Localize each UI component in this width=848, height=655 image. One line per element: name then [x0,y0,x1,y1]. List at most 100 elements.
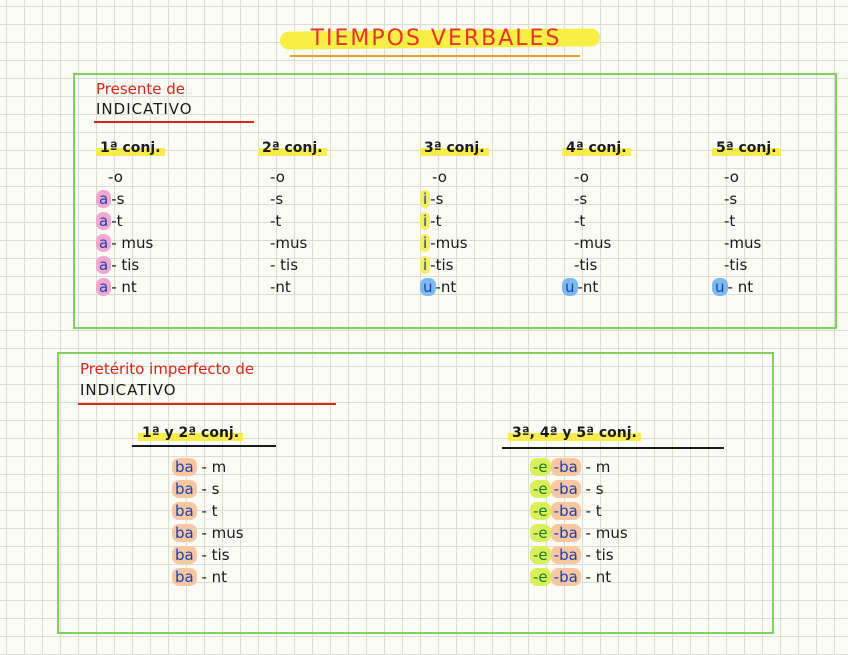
presente-ending: -t [724,212,735,230]
presente-ending: -o [574,168,589,186]
imperfecto-ending: ba - tis [172,546,230,564]
presente-col-header-text: 1ª conj. [96,140,165,156]
ending-text: -s [270,190,284,208]
ending-text: -o [574,168,589,186]
stem-vowel-marker: a [96,234,112,252]
stem-vowel-marker: u [712,278,728,296]
ba-suffix-marker: -ba [550,480,581,498]
imperfecto-col2-header: 3ª, 4ª y 5ª conj. [508,425,641,441]
presente-ending: -mus [724,234,761,252]
ending-text: -mus [270,234,308,252]
ending-text: -o [270,168,285,186]
ba-suffix-marker: -ba [550,546,581,564]
imperfecto-underline [78,403,336,405]
presente-ending: -mus [574,234,611,252]
ending-text: - m [196,458,227,476]
stem-vowel-marker: i [420,212,431,230]
ending-text: -mus [430,234,468,252]
presente-col-header-text: 3ª conj. [420,140,489,156]
imperfecto-ending: -e -ba - mus [530,524,628,542]
presente-underline [94,121,254,123]
thematic-vowel-marker: -e [530,480,551,498]
presente-ending: - tis [270,256,298,274]
ending-text: - tis [580,546,614,564]
thematic-vowel-marker: -e [530,458,551,476]
presente-ending: i -s [420,190,443,208]
thematic-vowel-marker: -e [530,568,551,586]
ending-text: - t [580,502,602,520]
presente-col-header: 5ª conj. [712,140,781,156]
stem-vowel-marker: u [562,278,578,296]
presente-col-header: 1ª conj. [96,140,165,156]
ending-text: -mus [724,234,762,252]
thematic-vowel-marker: -e [530,502,551,520]
presente-ending: -s [724,190,737,208]
stem-vowel-marker: a [96,256,112,274]
ending-text: -s [430,190,444,208]
presente-ending: -o [724,168,739,186]
ba-suffix-marker: ba [172,568,197,586]
ba-suffix-marker: -ba [550,502,581,520]
ending-text: - nt [196,568,228,586]
ending-text: -o [724,168,739,186]
ending-text: -o [432,168,447,186]
presente-ending: -t [270,212,281,230]
imperfecto-ending: ba - nt [172,568,227,586]
stem-vowel-marker: a [96,190,112,208]
presente-ending: u- nt [712,278,753,296]
stem-vowel-marker: a [96,212,112,230]
ba-suffix-marker: ba [172,524,197,542]
presente-col-header: 2ª conj. [258,140,327,156]
ending-text: - t [196,502,218,520]
presente-ending: a- tis [96,256,139,274]
presente-subtitle: INDICATIVO [96,100,193,118]
ba-suffix-marker: ba [172,502,197,520]
imperfecto-subtitle: INDICATIVO [80,381,177,399]
ending-text: -tis [430,256,454,274]
ending-text: -o [108,168,123,186]
ending-text: - nt [111,278,137,296]
ending-text: -mus [574,234,612,252]
imperfecto-ending: -e -ba - m [530,458,610,476]
stem-vowel-marker: u [420,278,436,296]
ending-text: - nt [580,568,612,586]
stem-vowel-marker: a [96,278,112,296]
ending-text: -t [724,212,736,230]
imperfecto-ending: ba - mus [172,524,244,542]
imperfecto-ending: -e -ba - t [530,502,602,520]
presente-ending: a -s [96,190,124,208]
presente-ending: u -nt [420,278,456,296]
presente-ending: -tis [724,256,747,274]
presente-col-header-text: 4ª conj. [562,140,631,156]
ending-text: -nt [577,278,599,296]
ending-text: -t [430,212,442,230]
page-title: TIEMPOS VERBALES [310,26,562,51]
ending-text: - s [196,480,220,498]
ba-suffix-marker: -ba [550,458,581,476]
presente-ending: -tis [574,256,597,274]
ending-text: -tis [724,256,748,274]
ba-suffix-marker: -ba [550,524,581,542]
ending-text: - tis [196,546,230,564]
ending-text: -nt [270,278,291,296]
imperfecto-ending: -e -ba - s [530,480,604,498]
ending-text: - mus [196,524,244,542]
presente-title: Presente de [96,80,186,98]
presente-col-header: 4ª conj. [562,140,631,156]
ending-text: - mus [111,234,154,252]
presente-ending: -o [432,168,447,186]
ending-text: - tis [111,256,140,274]
thematic-vowel-marker: -e [530,524,551,542]
ending-text: -t [574,212,586,230]
imperfecto-title: Pretérito imperfecto de [80,360,255,378]
imperfecto-ending: -e -ba - tis [530,546,614,564]
ending-text: - m [580,458,611,476]
presente-ending: a -t [96,212,123,230]
ending-text: -t [111,212,123,230]
ba-suffix-marker: ba [172,546,197,564]
ending-text: -s [574,190,588,208]
presente-ending: -o [108,168,123,186]
imperfecto-ending: ba - s [172,480,219,498]
imperfecto-col2-line [502,447,724,449]
presente-ending: -nt [270,278,291,296]
